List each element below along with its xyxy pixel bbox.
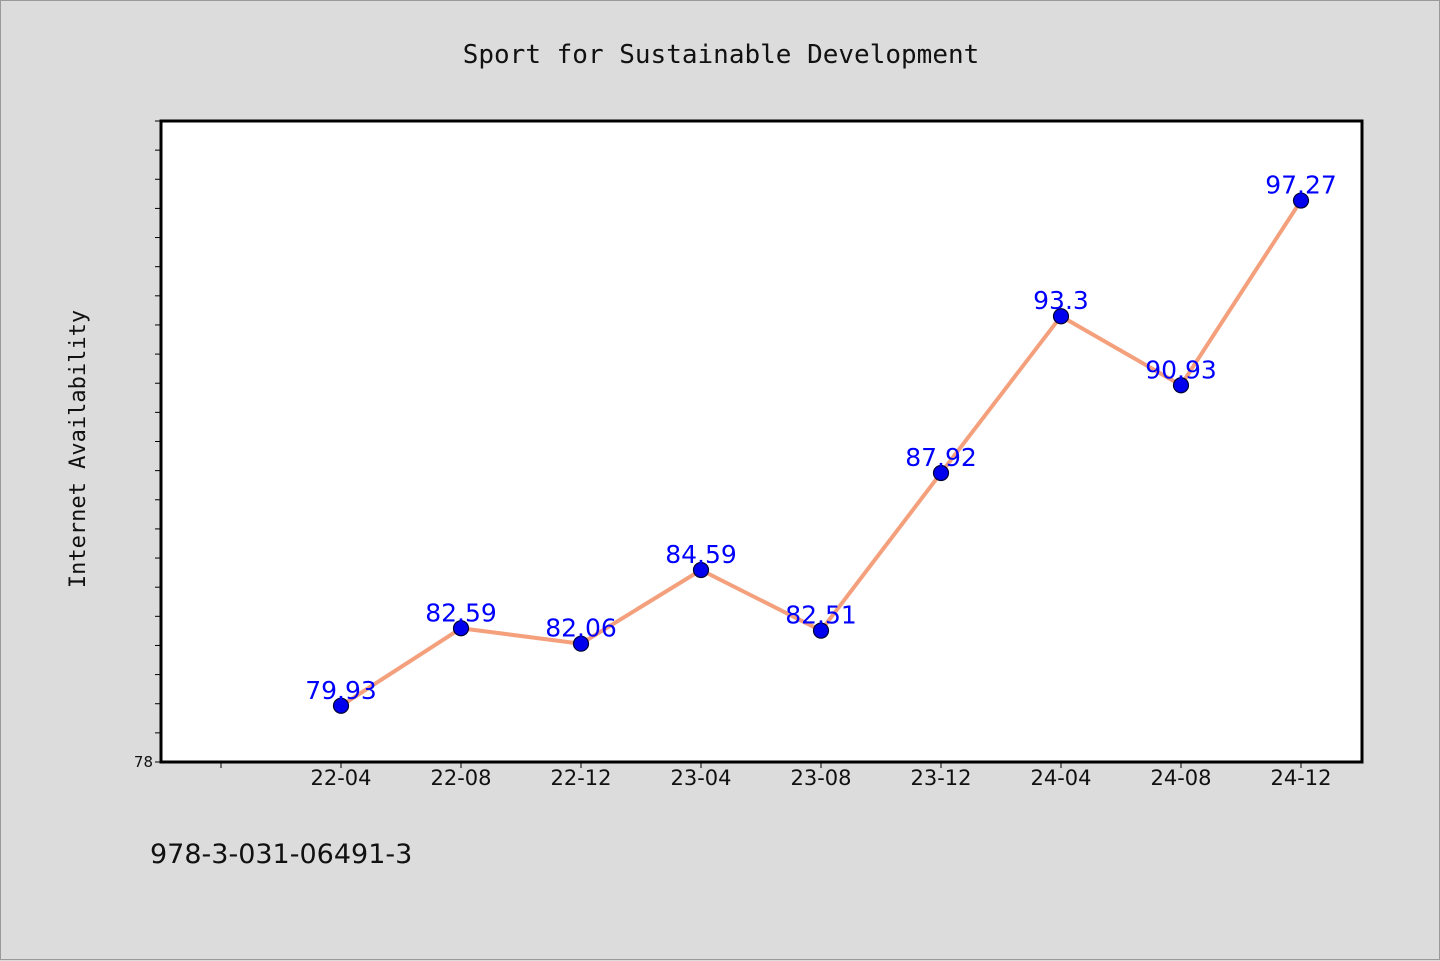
data-label: 90.93 — [1145, 355, 1217, 384]
x-tick-label: 22-08 — [430, 766, 491, 790]
data-point — [812, 622, 830, 639]
data-label: 82.51 — [785, 601, 857, 630]
x-tick-label: 22-04 — [310, 766, 371, 790]
data-point — [1172, 377, 1190, 394]
y-tick-label: 78 — [134, 753, 153, 771]
data-label: 97.27 — [1265, 171, 1337, 200]
plot-area — [159, 119, 1364, 764]
data-point — [452, 620, 470, 637]
data-point — [932, 464, 950, 482]
x-tick-label: 23-04 — [670, 766, 731, 790]
axis-ticks — [155, 120, 1302, 768]
data-label: 93.3 — [1033, 286, 1089, 315]
y-axis-label: Internet Availability — [66, 310, 91, 588]
series-markers — [332, 192, 1310, 714]
x-tick-labels: 22-04 22-08 22-12 23-04 23-08 23-12 24-04 24-08… — [310, 766, 1331, 790]
data-point — [1292, 192, 1310, 209]
data-point — [572, 635, 590, 652]
data-label: 82.59 — [425, 598, 497, 627]
data-label: 87.92 — [905, 443, 977, 472]
data-point — [332, 697, 350, 714]
data-point — [692, 561, 710, 579]
y-tick-labels: 78 — [134, 753, 153, 771]
x-tick-label: 23-08 — [790, 766, 851, 790]
x-tick-label: 24-12 — [1270, 766, 1331, 790]
data-label: 79.93 — [305, 676, 377, 705]
x-tick-label: 23-12 — [910, 766, 971, 790]
isbn-text: 978-3-031-06491-3 — [150, 839, 412, 870]
data-label: 82.06 — [545, 614, 617, 643]
chart-title: Sport for Sustainable Development — [463, 40, 980, 70]
x-tick-label: 24-04 — [1030, 766, 1091, 790]
x-tick-label: 24-08 — [1150, 766, 1211, 790]
data-labels: 79.93 82.59 82.06 84.59 82.51 87.92 93.3 90.93 9… — [305, 171, 1337, 705]
x-tick-label: 22-12 — [550, 766, 611, 790]
data-point — [1052, 308, 1070, 325]
data-label: 84.59 — [665, 540, 737, 569]
